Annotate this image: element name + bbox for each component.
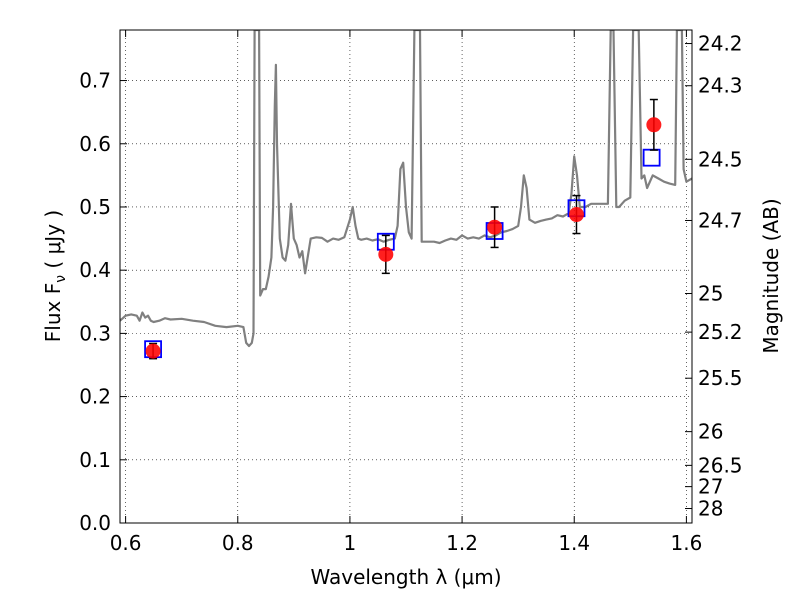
mag-tick-label: 25.5 [698, 366, 743, 390]
y2-axis-title: Magnitude (AB) [759, 198, 783, 353]
y-tick-label: 0.1 [79, 448, 111, 472]
y-tick-label: 0.5 [79, 195, 111, 219]
tick-labels: 0.6 0.8 1 1.2 1.4 1.6 0.0 0.1 0.2 0.3 0.4 0.5 0.6 0.7… [79, 32, 742, 555]
y-tick-label: 0.7 [79, 69, 111, 93]
spectrum-line [120, 30, 692, 348]
y-tick-label: 0.3 [79, 321, 111, 345]
x-tick-label: 0.6 [110, 531, 142, 555]
y-tick-label: 0.4 [79, 258, 111, 282]
x-tick-label: 1 [344, 531, 357, 555]
mag-tick-label: 26 [698, 420, 723, 444]
x-tick-label: 1.4 [558, 531, 590, 555]
observed-flux-point [378, 246, 394, 262]
mag-tick-label: 24.7 [698, 208, 743, 232]
y-axis-title-subscript: ν [53, 275, 69, 283]
observed-flux-point [568, 207, 584, 223]
observed-flux-point [646, 117, 662, 133]
axis-ticks [120, 30, 692, 524]
mag-tick-label: 27 [698, 475, 723, 499]
y-tick-label: 0.2 [79, 385, 111, 409]
mag-tick-label: 25.2 [698, 320, 743, 344]
plot-frame [119, 29, 693, 524]
y-tick-label: 0.6 [79, 132, 111, 156]
y-tick-label: 0.0 [79, 511, 111, 535]
mag-tick-label: 26.5 [698, 453, 743, 477]
mag-tick-label: 24.2 [698, 32, 743, 56]
y-axis-title-unit: ( μJy ) [41, 210, 65, 275]
mag-tick-label: 28 [698, 497, 723, 521]
observed-flux-point [145, 343, 161, 359]
y-axis-title: Flux Fν ( μJy ) [41, 210, 69, 342]
y-axis-title-main: Flux F [41, 283, 65, 342]
mag-tick-label: 24.3 [698, 74, 743, 98]
x-tick-label: 0.8 [222, 531, 254, 555]
mag-tick-label: 25 [698, 282, 723, 306]
x-tick-label: 1.2 [446, 531, 478, 555]
plot-area [120, 30, 692, 360]
x-tick-label: 1.6 [670, 531, 702, 555]
x-axis-title: Wavelength λ (μm) [310, 565, 501, 589]
observed-flux-point [487, 219, 503, 235]
mag-tick-label: 24.5 [698, 147, 743, 171]
